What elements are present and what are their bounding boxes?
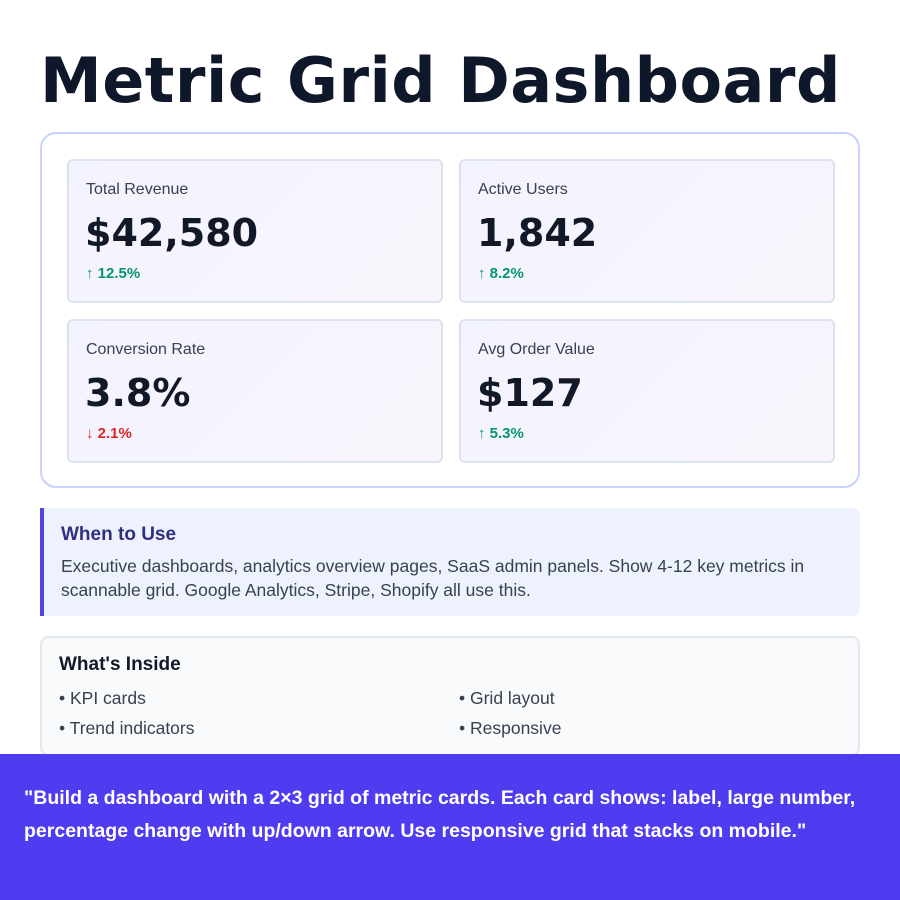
list-item: • KPI cards xyxy=(59,688,146,708)
metric-label: Total Revenue xyxy=(86,181,189,198)
prompt-banner: "Build a dashboard with a 2×3 grid of me… xyxy=(0,754,900,900)
metric-label: Active Users xyxy=(478,181,568,198)
metric-card-conversion-rate: Conversion Rate 3.8% ↓ 2.1% xyxy=(67,319,443,463)
page-title: Metric Grid Dashboard xyxy=(40,44,841,117)
whats-inside-title: What's Inside xyxy=(59,654,181,675)
metric-card-avg-order-value: Avg Order Value $127 ↑ 5.3% xyxy=(459,319,835,463)
whats-inside-panel: What's Inside • KPI cards • Grid layout … xyxy=(40,636,860,756)
metric-value: 3.8% xyxy=(85,371,191,415)
metric-card-total-revenue: Total Revenue $42,580 ↑ 12.5% xyxy=(67,159,443,303)
metric-value: $127 xyxy=(477,371,583,415)
when-to-use-title: When to Use xyxy=(61,524,177,545)
metric-trend: ↑ 8.2% xyxy=(478,265,524,282)
metric-card-active-users: Active Users 1,842 ↑ 8.2% xyxy=(459,159,835,303)
when-to-use-body: Executive dashboards, analytics overview… xyxy=(61,556,805,600)
metric-trend: ↓ 2.1% xyxy=(86,425,132,442)
metric-value: $42,580 xyxy=(85,211,259,255)
metric-trend: ↑ 12.5% xyxy=(86,265,141,282)
metric-grid: Total Revenue $42,580 ↑ 12.5% Active Use… xyxy=(40,132,860,488)
metric-label: Avg Order Value xyxy=(478,341,595,358)
list-item: • Grid layout xyxy=(459,688,555,708)
metric-label: Conversion Rate xyxy=(86,341,206,358)
metric-trend: ↑ 5.3% xyxy=(478,425,524,442)
list-item: • Trend indicators xyxy=(59,718,195,738)
when-to-use-callout: When to Use Executive dashboards, analyt… xyxy=(40,508,860,616)
metric-value: 1,842 xyxy=(477,211,598,255)
list-item: • Responsive xyxy=(459,718,562,738)
